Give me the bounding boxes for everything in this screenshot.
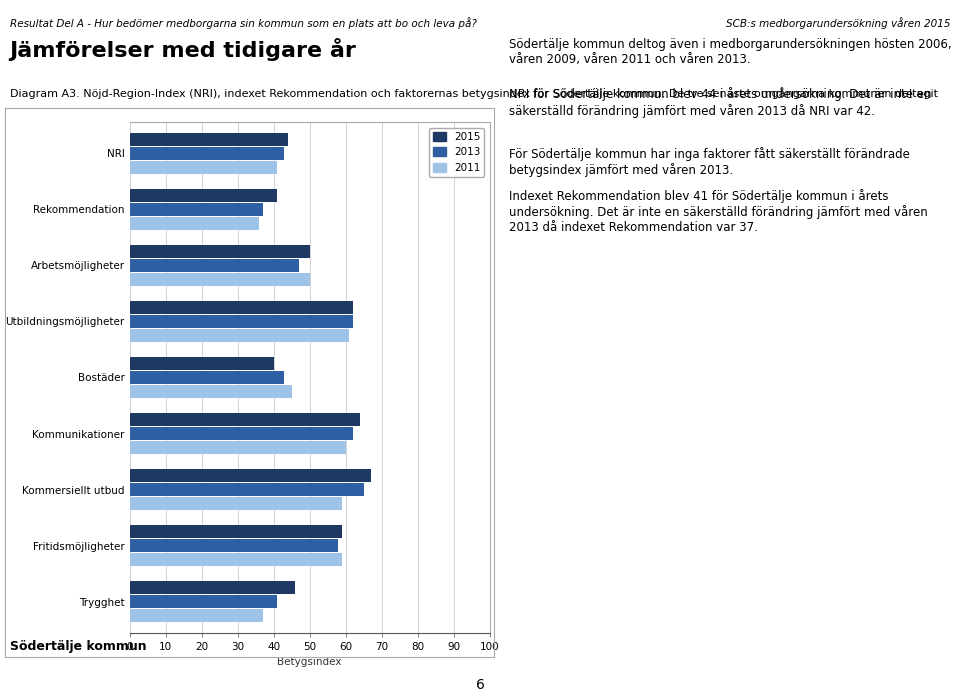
Bar [130,441,346,454]
Text: SCB:s medborgarundersökning våren 2015: SCB:s medborgarundersökning våren 2015 [726,17,950,29]
Bar [130,161,277,173]
Text: Jämförelser med tidigare år: Jämförelser med tidigare år [10,38,356,62]
Bar [130,427,353,440]
Text: Södertälje kommun deltog även i medborgarundersökningen hösten 2006, våren 2009,: Södertälje kommun deltog även i medborga… [509,38,951,66]
Bar [130,596,277,608]
Text: NRI för Södertälje kommun blev 44 i årets undersökning. Det är inte en säkerstäl: NRI för Södertälje kommun blev 44 i året… [509,87,931,117]
Bar [130,357,274,370]
Bar [130,147,284,159]
Bar [130,259,299,272]
Text: Resultat Del A - Hur bedömer medborgarna sin kommun som en plats att bo och leva: Resultat Del A - Hur bedömer medborgarna… [10,17,476,29]
Text: För Södertälje kommun har inga faktorer fått säkerställt förändrade betygsindex : För Södertälje kommun har inga faktorer … [509,147,910,177]
Bar [130,413,360,426]
Bar [130,483,364,496]
Bar [130,385,292,398]
Bar [130,525,342,538]
Bar [130,245,309,258]
Bar [130,203,263,216]
Bar [130,301,353,314]
Bar [130,133,288,145]
Bar [130,189,277,202]
Bar [130,553,342,566]
Text: Södertälje kommun: Södertälje kommun [10,640,146,653]
X-axis label: Betygsindex: Betygsindex [277,657,342,667]
Legend: 2015, 2013, 2011: 2015, 2013, 2011 [429,127,485,177]
Bar [130,582,296,594]
Bar [130,315,353,328]
Bar [130,217,259,230]
Bar [130,273,309,286]
Bar [130,329,349,342]
Text: 6: 6 [475,678,485,692]
Bar [130,539,339,552]
Bar [130,469,371,482]
Bar [130,610,263,622]
Bar [130,371,284,384]
Text: Diagram A3. Nöjd-Region-Index (NRI), indexet Rekommendation och faktorernas bety: Diagram A3. Nöjd-Region-Index (NRI), ind… [10,87,938,99]
Bar [130,497,342,510]
Text: Indexet Rekommendation blev 41 för Södertälje kommun i årets undersökning. Det ä: Indexet Rekommendation blev 41 för Söder… [509,189,927,234]
